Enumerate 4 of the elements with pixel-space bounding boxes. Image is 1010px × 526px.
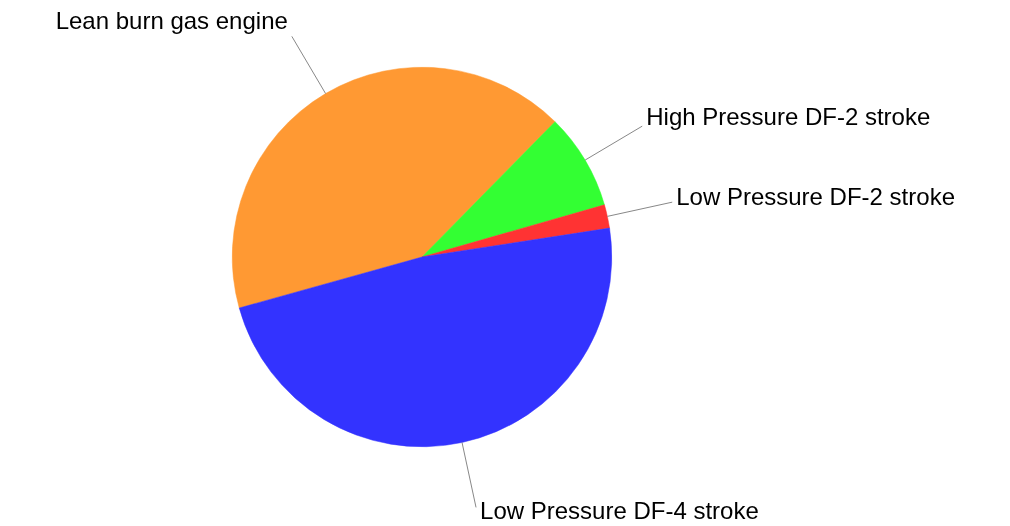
slice-label: High Pressure DF-2 stroke bbox=[646, 102, 931, 130]
slice-label: Lean burn gas engine bbox=[55, 7, 288, 35]
slice-label: Low Pressure DF-2 stroke bbox=[676, 183, 955, 211]
slice-label: Low Pressure DF-4 stroke bbox=[480, 496, 759, 524]
